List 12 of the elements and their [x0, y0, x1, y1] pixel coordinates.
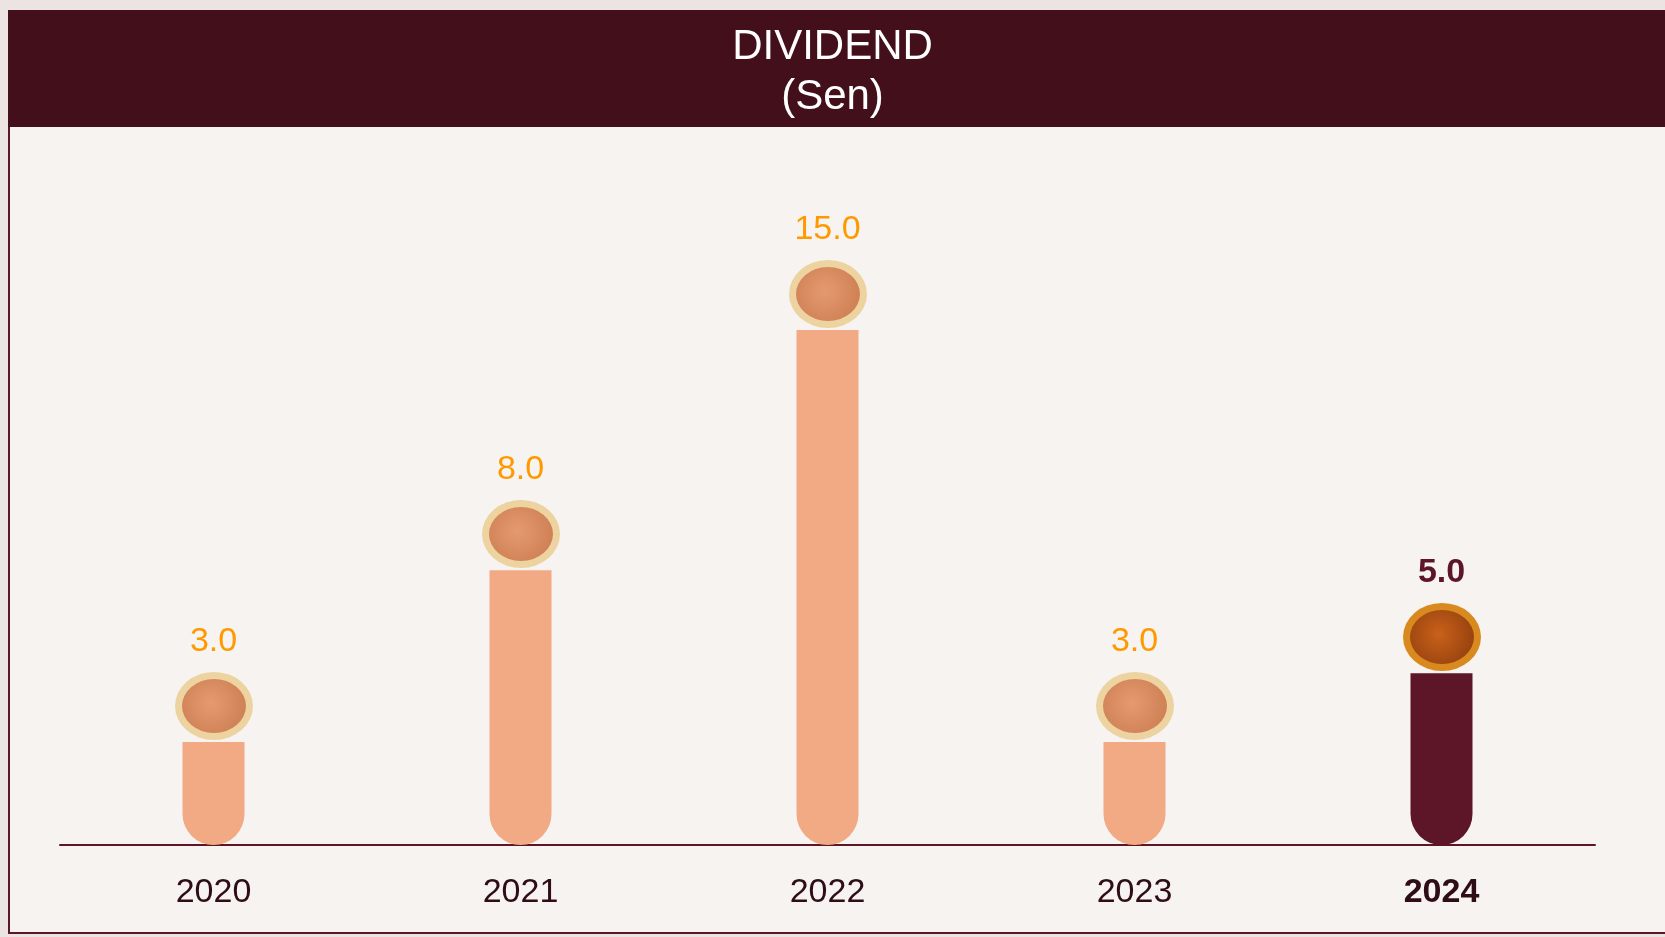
x-tick-label: 2022	[789, 871, 866, 909]
x-tick-label: 2023	[1096, 871, 1173, 909]
data-label: 15.0	[794, 208, 861, 246]
data-label: 5.0	[1417, 551, 1466, 590]
chart-subtitle: (Sen)	[781, 70, 884, 118]
x-tick-label: 2020	[175, 871, 252, 909]
x-tick-label: 2024	[1403, 871, 1480, 909]
x-tick-label: 2021	[482, 871, 559, 909]
data-label: 3.0	[1110, 620, 1159, 658]
data-label: 3.0	[189, 620, 238, 658]
data-label: 8.0	[496, 448, 545, 487]
chart-title: DIVIDEND	[732, 20, 933, 68]
